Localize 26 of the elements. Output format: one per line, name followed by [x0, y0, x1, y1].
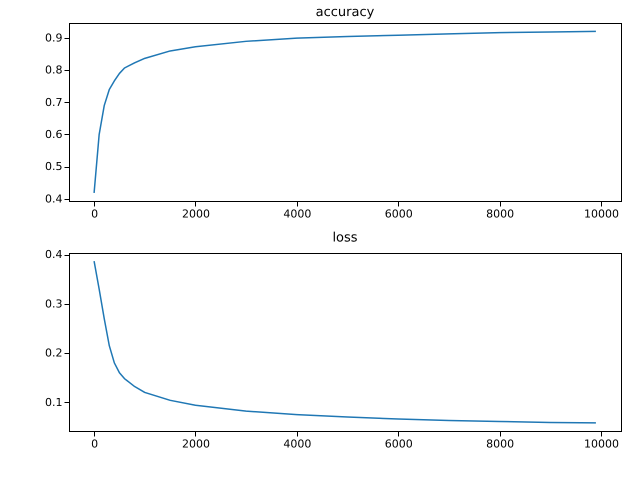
x-tick-label: 8000	[486, 208, 514, 220]
chart-title: accuracy	[316, 5, 375, 20]
y-tick-label: 0.4	[45, 192, 62, 206]
y-tick-label: 0.9	[45, 32, 62, 45]
x-tick-label: 0	[91, 208, 98, 220]
x-tick-label: 8000	[486, 438, 514, 450]
y-tick-label: 0.4	[45, 248, 62, 262]
x-tick-label: 2000	[182, 438, 210, 450]
x-tick-label: 4000	[283, 208, 312, 220]
y-tick-label: 0.1	[45, 396, 62, 409]
x-tick-label: 2000	[182, 208, 210, 220]
x-tick-label: 4000	[283, 438, 312, 450]
y-tick-label: 0.2	[45, 346, 62, 360]
x-tick-label: 6000	[384, 438, 413, 450]
x-tick-label: 6000	[384, 208, 413, 220]
x-tick-label: 0	[91, 438, 98, 450]
y-tick-label: 0.3	[45, 297, 62, 310]
line-series	[93, 260, 597, 424]
y-tick-label: 0.5	[45, 160, 62, 174]
x-tick-label: 10000	[584, 208, 619, 220]
y-tick-label: 0.6	[45, 128, 62, 141]
x-tick-label: 10000	[584, 438, 619, 450]
line-series	[93, 30, 597, 194]
y-tick-label: 0.7	[45, 96, 62, 109]
chart-title: loss	[332, 230, 358, 246]
y-tick-label: 0.8	[45, 64, 62, 77]
